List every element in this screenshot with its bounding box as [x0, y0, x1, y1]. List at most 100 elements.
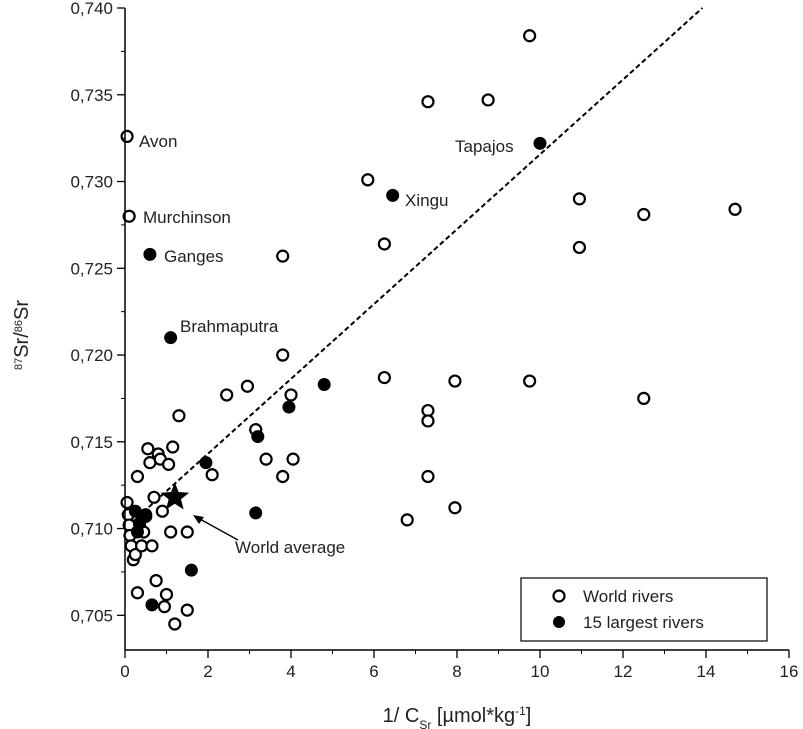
- y-tick-label: 0,725: [70, 259, 113, 278]
- world-river-point: [637, 391, 651, 406]
- largest-river-point: [128, 504, 142, 518]
- annotation-world-average: World average: [235, 538, 345, 557]
- x-tick-label: 10: [531, 662, 550, 681]
- world-average-arrow-head: [193, 515, 204, 524]
- world-river-point: [377, 370, 391, 385]
- world-average-arrow-line: [197, 517, 239, 541]
- y-title-mid: Sr/: [11, 332, 33, 358]
- annotation-murchinson: Murchinson: [143, 208, 231, 227]
- world-river-point: [284, 388, 298, 402]
- world-river-point: [728, 202, 742, 216]
- world-river-point: [130, 469, 145, 484]
- y-tick-label: 0,730: [70, 173, 113, 192]
- x-tick-label: 6: [369, 662, 378, 681]
- world-river-point: [361, 173, 375, 187]
- legend-label-largest-rivers: 15 largest rivers: [583, 613, 704, 632]
- legend-marker-world-rivers: [552, 589, 566, 603]
- largest-river-point: [533, 136, 547, 150]
- world-river-point: [481, 93, 495, 107]
- trend-line: [124, 7, 704, 530]
- annotation-ganges: Ganges: [164, 247, 224, 266]
- y-tick-label: 0,720: [70, 346, 113, 365]
- world-river-point: [122, 209, 136, 223]
- world-river-point: [149, 573, 163, 588]
- world-river-point: [159, 587, 174, 602]
- world-river-point: [572, 240, 587, 255]
- largest-river-point: [199, 456, 213, 470]
- largest-river-point: [251, 430, 265, 444]
- x-tick-label: 4: [286, 662, 295, 681]
- world-river-point: [377, 237, 391, 251]
- largest-river-point: [139, 508, 153, 522]
- world-river-point: [421, 95, 435, 109]
- world-river-point: [166, 440, 180, 454]
- world-river-point: [168, 617, 182, 631]
- y-title-sup2: 86: [13, 320, 25, 332]
- world-average-star: [160, 482, 190, 510]
- world-river-point: [421, 469, 435, 484]
- y-tick-label: 0,715: [70, 433, 113, 452]
- largest-river-point: [386, 188, 400, 202]
- y-tick-label: 0,705: [70, 606, 113, 625]
- y-title-end: Sr: [11, 300, 33, 320]
- legend-box: [520, 577, 768, 642]
- x-title-units: [µmol*kg: [431, 705, 515, 727]
- x-title-units-end: ]: [526, 705, 532, 727]
- legend: World rivers 15 largest rivers: [520, 577, 768, 642]
- y-title-sup1: 87: [13, 358, 25, 370]
- world-river-point: [120, 495, 134, 510]
- largest-river-point: [249, 506, 263, 520]
- world-river-point: [141, 442, 155, 456]
- world-river-point: [523, 29, 537, 43]
- world-river-point: [523, 374, 537, 388]
- largest-river-point: [184, 563, 198, 577]
- largest-river-point: [164, 331, 178, 345]
- world-river-point: [172, 409, 186, 423]
- legend-label-world-rivers: World rivers: [583, 587, 673, 606]
- world-river-point: [120, 129, 134, 143]
- largest-river-point: [130, 525, 144, 539]
- world-river-point: [145, 539, 159, 553]
- legend-marker-largest-rivers: [553, 616, 565, 628]
- world-river-point: [637, 207, 651, 222]
- x-tick-label: 14: [697, 662, 716, 681]
- world-river-point: [128, 547, 142, 562]
- annotation-xingu: Xingu: [405, 191, 448, 210]
- world-river-point: [180, 603, 194, 617]
- world-river-point: [276, 469, 290, 484]
- world-river-point: [259, 452, 273, 466]
- world-river-point: [421, 414, 435, 428]
- world-river-point: [276, 348, 290, 362]
- world-river-point: [286, 452, 300, 466]
- world-river-point: [400, 513, 414, 527]
- x-title-main: 1/ C: [383, 705, 420, 727]
- world-river-point: [180, 525, 194, 539]
- largest-river-point: [145, 598, 159, 612]
- world-river-point: [130, 586, 145, 600]
- x-tick-label: 16: [780, 662, 799, 681]
- world-river-point: [161, 457, 176, 471]
- x-tick-label: 12: [614, 662, 633, 681]
- largest-river-point: [282, 400, 296, 414]
- x-tick-label: 0: [120, 662, 129, 681]
- x-title-sub: Sr: [419, 718, 431, 729]
- world-river-point: [147, 490, 161, 504]
- annotation-tapajos: Tapajos: [455, 137, 514, 156]
- world-river-point: [572, 192, 587, 206]
- y-tick-label: 0,740: [70, 0, 113, 18]
- world-river-point: [448, 501, 462, 515]
- x-axis-title: 1/ CSr [µmol*kg-1]: [383, 704, 532, 729]
- world-river-point: [276, 249, 290, 263]
- largest-river-point: [143, 247, 157, 261]
- world-river-point: [205, 468, 219, 482]
- world-river-point: [164, 525, 178, 539]
- world-river-point: [448, 374, 462, 388]
- largest-river-point: [317, 378, 331, 392]
- world-river-point: [155, 504, 169, 518]
- x-title-units-sup: -1: [515, 704, 526, 718]
- x-tick-label: 8: [452, 662, 461, 681]
- world-river-point: [220, 388, 234, 402]
- x-tick-label: 2: [203, 662, 212, 681]
- y-tick-label: 0,735: [70, 86, 113, 105]
